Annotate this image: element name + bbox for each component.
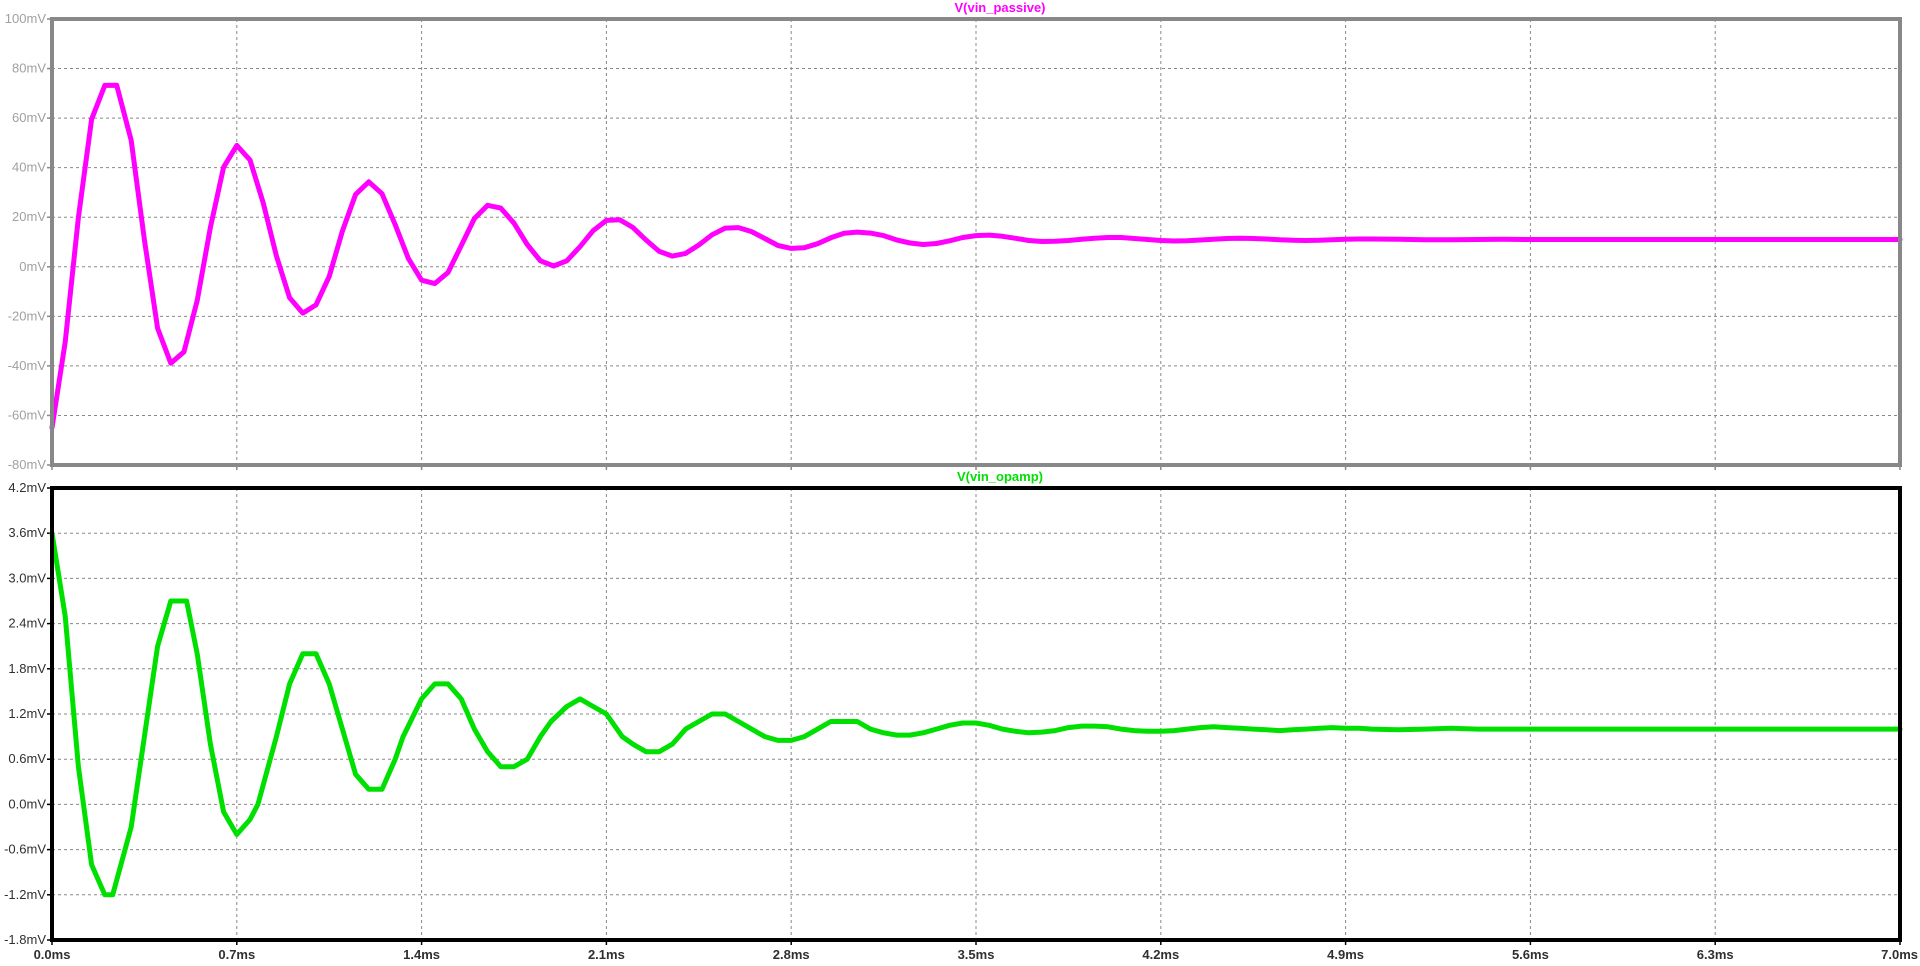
y-tick-label: -0.6mV [4, 842, 46, 857]
y-tick-label: 0.6mV [8, 751, 46, 766]
y-tick-label: -1.2mV [4, 887, 46, 902]
x-tick-label: 5.6ms [1512, 947, 1549, 962]
x-tick-label: 2.1ms [588, 947, 625, 962]
y-tick-label: 3.0mV [8, 570, 46, 585]
trace-vin-opamp[interactable] [49, 530, 1903, 898]
y-tick-label: -1.8mV [4, 932, 46, 947]
y-tick-label: 0.0mV [8, 796, 46, 811]
x-tick-label: 6.3ms [1697, 947, 1734, 962]
x-tick-label: 2.8ms [773, 947, 810, 962]
x-tick-label: 0.7ms [218, 947, 255, 962]
y-tick-label: -20mV [8, 308, 47, 323]
y-tick-label: 40mV [12, 160, 46, 175]
y-tick-label: -60mV [8, 407, 47, 422]
pane-vin-opamp[interactable]: 4.2mV 3.6mV 3.0mV 2.4mV 1.8mV 1.2mV 0.6mV 0.0mV… [4, 469, 1918, 962]
y-tick-label: 4.2mV [8, 480, 46, 495]
y-tick-label: -80mV [8, 457, 47, 472]
y-tick-label: 1.2mV [8, 706, 46, 721]
x-tick-label: 0.0ms [34, 947, 71, 962]
trace-vin-passive[interactable] [49, 82, 1903, 431]
trace-title-vin-opamp[interactable]: V(vin_opamp) [957, 469, 1043, 484]
y-tick-label: 60mV [12, 110, 46, 125]
trace-title-vin-passive[interactable]: V(vin_passive) [954, 0, 1045, 15]
y-tick-label: 3.6mV [8, 525, 46, 540]
y-tick-label: -40mV [8, 358, 47, 373]
x-tick-label: 7.0ms [1881, 947, 1918, 962]
pane-frame [50, 17, 1902, 467]
pane-vin-passive[interactable]: 100mV 80mV 60mV 40mV 20mV 0mV -20mV -40mV -60mV -… [5, 0, 1903, 472]
y-tick-label: 20mV [12, 209, 46, 224]
x-tick-label: 1.4ms [403, 947, 440, 962]
y-tick-label: 100mV [5, 11, 47, 26]
y-tick-label: 1.8mV [8, 661, 46, 676]
pane-frame [50, 486, 1902, 942]
x-tick-label: 4.9ms [1327, 947, 1364, 962]
y-tick-label: 80mV [12, 61, 46, 76]
y-tick-label: 2.4mV [8, 616, 46, 631]
y-tick-label: 0mV [19, 259, 46, 274]
x-tick-label: 3.5ms [958, 947, 995, 962]
x-tick-label: 4.2ms [1142, 947, 1179, 962]
